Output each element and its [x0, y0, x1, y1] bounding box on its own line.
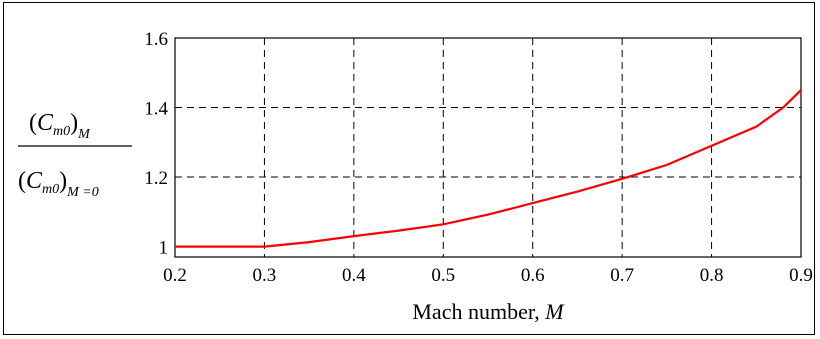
- x-axis-label: Mach number, M: [412, 299, 565, 324]
- x-tick-labels: 0.2 0.3 0.4 0.5 0.6 0.7 0.8 0.9: [163, 265, 813, 286]
- y-label-denominator: (Cm0)M =0: [18, 168, 99, 200]
- plot-area-border: [174, 37, 802, 258]
- y-label-num-sub: m0: [53, 124, 70, 139]
- chart-frame: 0.2 0.3 0.4 0.5 0.6 0.7 0.8 0.9 1 1.2 1.4 1.6 Mach…: [3, 2, 815, 335]
- y-tick-label: 1.2: [144, 168, 168, 189]
- x-tick-label: 0.3: [253, 265, 277, 286]
- y-label-den-symbol: C: [26, 168, 43, 194]
- y-tick-label: 1.4: [144, 99, 168, 120]
- y-axis-label: (Cm0)M (Cm0)M =0: [18, 110, 132, 200]
- x-tick-label: 0.6: [521, 265, 545, 286]
- y-label-numerator: (Cm0)M: [29, 110, 91, 142]
- y-label-den-sub: m0: [42, 182, 59, 197]
- y-tick-label: 1.6: [144, 29, 168, 50]
- y-tick-labels: 1 1.2 1.4 1.6: [144, 29, 168, 259]
- x-tick-label: 0.4: [342, 265, 366, 286]
- x-tick-label: 0.9: [789, 265, 813, 286]
- y-tick-label: 1: [159, 238, 169, 259]
- grid: [175, 38, 801, 257]
- y-label-den-outer-sub: M =0: [66, 185, 99, 200]
- x-axis-label-text: Mach number,: [412, 299, 545, 324]
- x-tick-label: 0.2: [163, 265, 187, 286]
- x-tick-label: 0.8: [700, 265, 724, 286]
- chart-svg: 0.2 0.3 0.4 0.5 0.6 0.7 0.8 0.9 1 1.2 1.4 1.6 Mach…: [18, 29, 813, 324]
- y-label-num-outer-sub: M: [77, 127, 91, 142]
- x-tick-label: 0.5: [431, 265, 455, 286]
- x-axis-label-variable: M: [544, 299, 565, 324]
- y-label-num-symbol: C: [37, 110, 54, 136]
- x-tick-label: 0.7: [610, 265, 634, 286]
- series-line: [175, 89, 802, 248]
